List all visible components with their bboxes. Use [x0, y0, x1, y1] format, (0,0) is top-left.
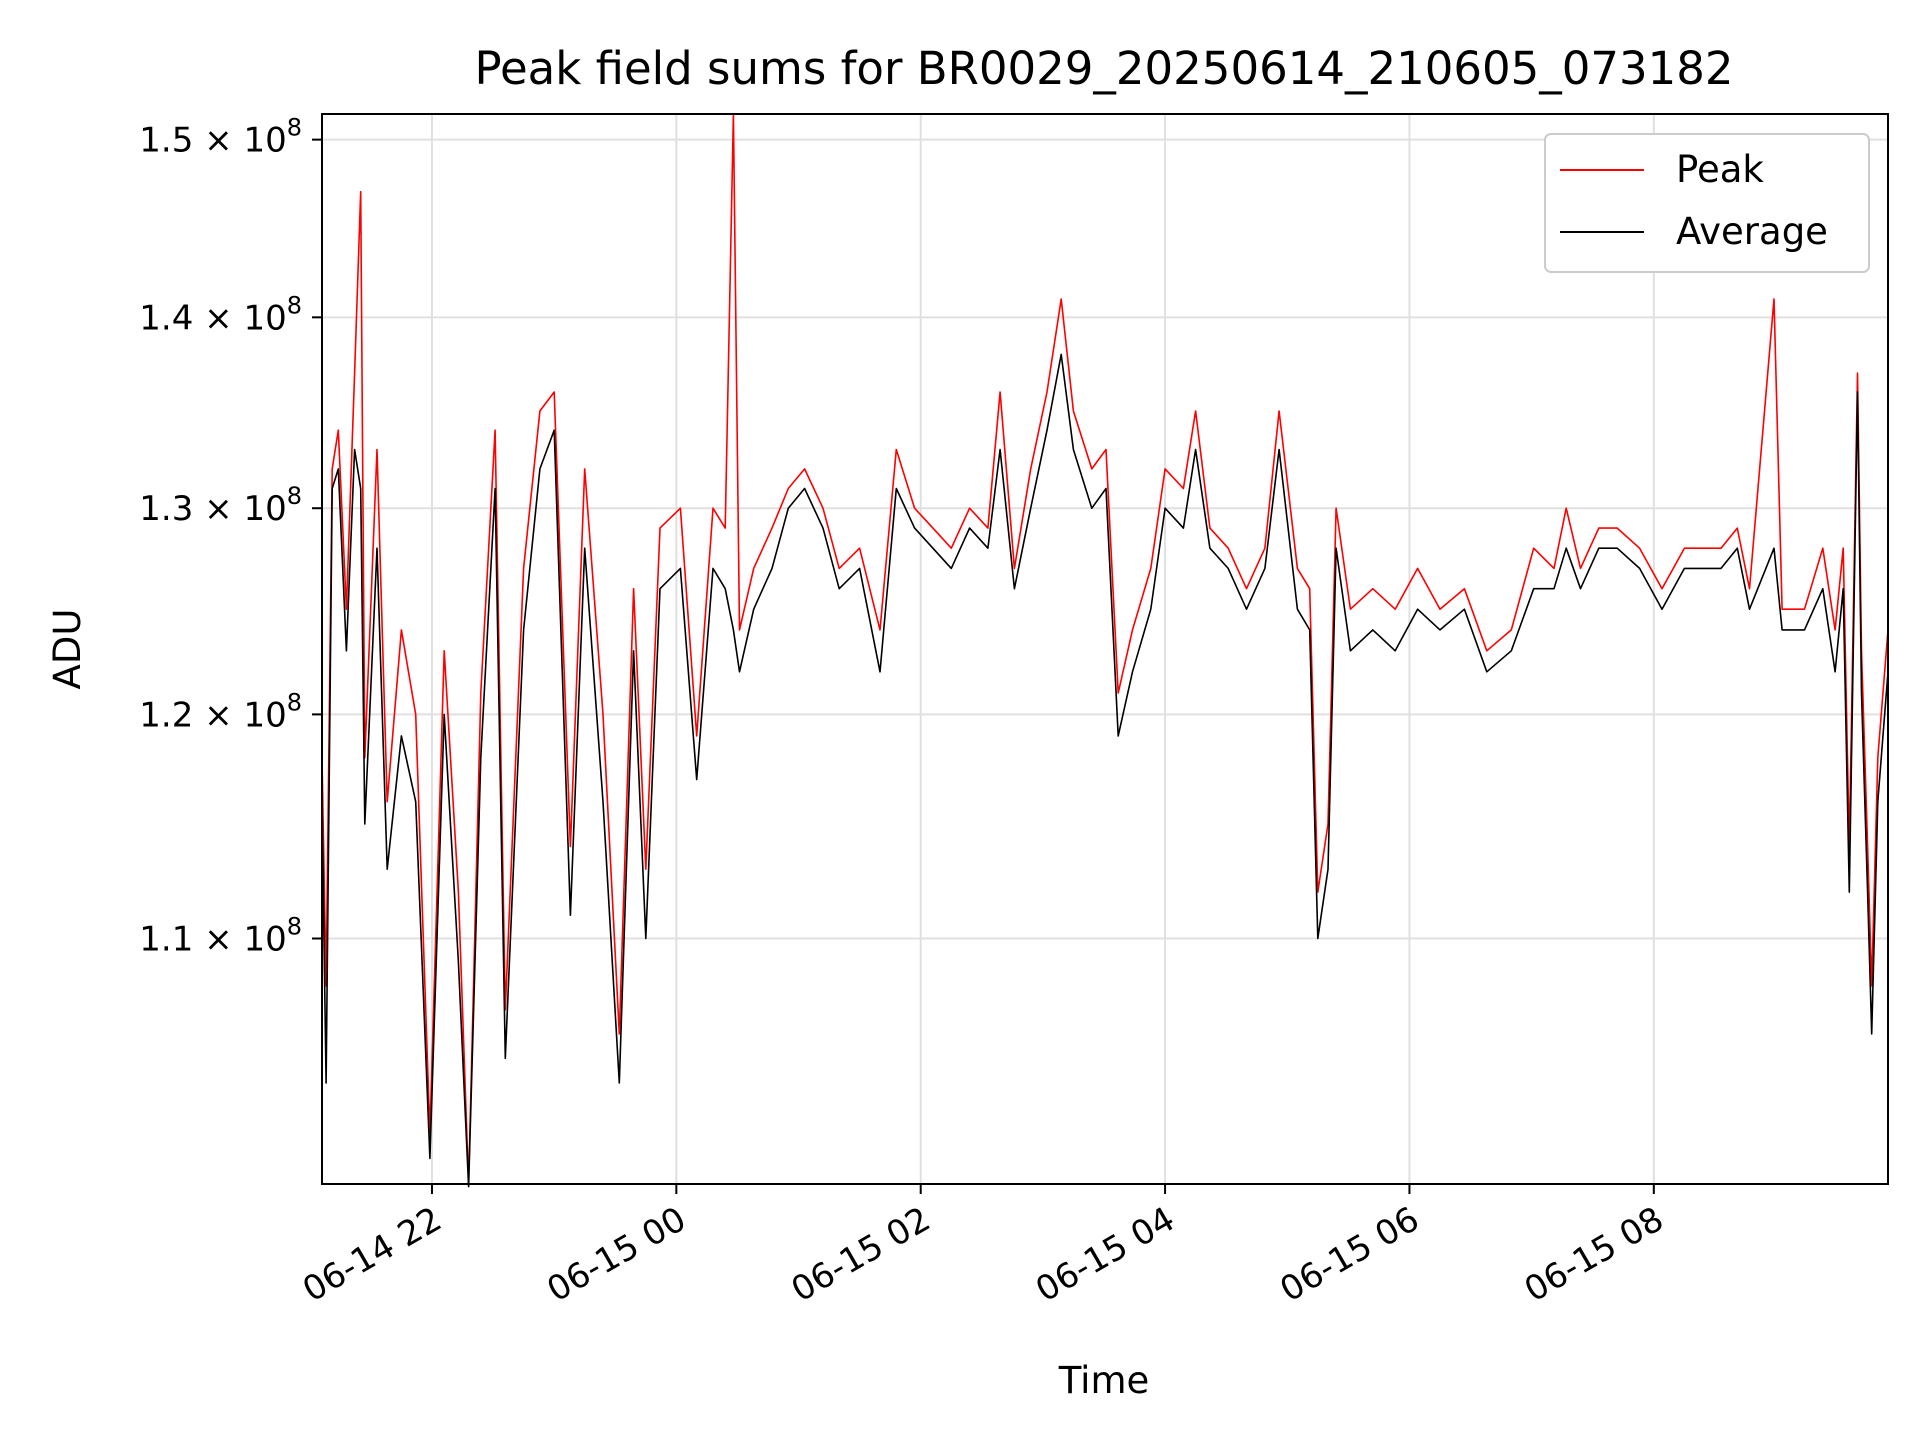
plot-frame: [321, 113, 1889, 1185]
y-tick-mantissa: 1.1: [139, 920, 193, 960]
y-tick-times: × 10: [193, 489, 286, 529]
y-tick-times: × 10: [193, 920, 286, 960]
x-axis-label: Time: [1058, 1359, 1150, 1402]
y-tick-times: × 10: [193, 695, 286, 735]
y-tick-label: 1.3 × 108: [139, 482, 302, 529]
y-tick-mantissa: 1.5: [139, 121, 193, 161]
y-tick-times: × 10: [193, 298, 286, 338]
y-tick-exponent: 8: [287, 114, 302, 142]
series-layer: [321, 113, 1889, 1188]
y-tick-mantissa: 1.4: [139, 298, 193, 338]
y-tick-times: × 10: [193, 121, 286, 161]
legend: Peak Average: [1544, 133, 1870, 273]
y-tick-label: 1.2 × 108: [139, 688, 302, 735]
y-tick-exponent: 8: [287, 291, 302, 319]
y-tick-label: 1.4 × 108: [139, 291, 302, 338]
chart-title: Peak field sums for BR0029_20250614_2106…: [474, 42, 1733, 95]
y-tick-mantissa: 1.3: [139, 489, 193, 529]
y-tick-label: 1.5 × 108: [139, 114, 302, 161]
y-tick-exponent: 8: [287, 482, 302, 510]
y-axis-label: ADU: [46, 609, 89, 690]
series-line-average: [321, 353, 1889, 1188]
y-tick-exponent: 8: [287, 913, 302, 941]
legend-label-average: Average: [1676, 210, 1828, 253]
y-tick-exponent: 8: [287, 688, 302, 716]
y-tick-mantissa: 1.2: [139, 695, 193, 735]
legend-label-peak: Peak: [1676, 148, 1764, 191]
series-line-peak: [321, 113, 1889, 1185]
legend-box: [1544, 133, 1870, 273]
y-tick-label: 1.1 × 108: [139, 913, 302, 960]
